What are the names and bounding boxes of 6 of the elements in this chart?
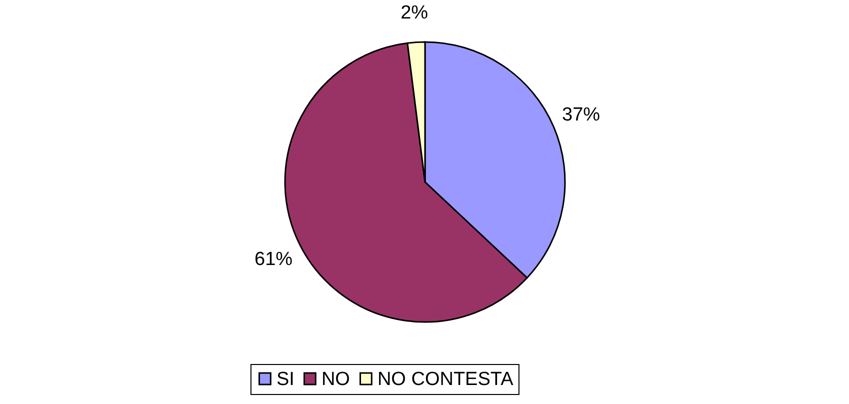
data-label: 61% xyxy=(254,249,293,270)
legend-label: NO xyxy=(321,368,350,390)
data-label: 37% xyxy=(562,104,600,126)
legend-label: SI xyxy=(276,368,294,390)
data-label: 2% xyxy=(400,2,428,24)
legend-label: NO CONTESTA xyxy=(377,368,514,390)
